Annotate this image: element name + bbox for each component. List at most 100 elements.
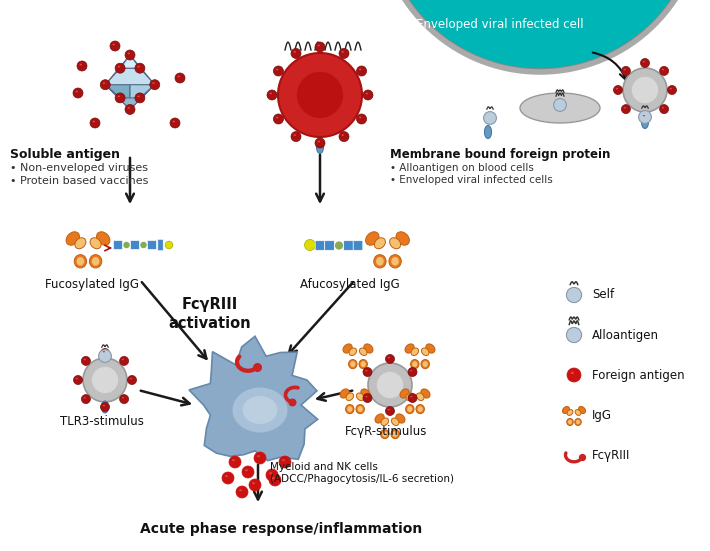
Ellipse shape (390, 237, 400, 249)
Circle shape (315, 42, 325, 52)
Ellipse shape (361, 389, 370, 398)
Ellipse shape (567, 419, 573, 425)
Ellipse shape (340, 389, 349, 398)
Circle shape (175, 73, 185, 83)
Text: • Enveloped viral infected cells: • Enveloped viral infected cells (390, 175, 553, 185)
Ellipse shape (118, 66, 120, 68)
Ellipse shape (366, 232, 379, 245)
Ellipse shape (112, 44, 115, 45)
Circle shape (222, 472, 234, 484)
Ellipse shape (293, 134, 296, 136)
Circle shape (363, 90, 373, 100)
Circle shape (125, 105, 135, 115)
Ellipse shape (417, 406, 422, 412)
Ellipse shape (128, 107, 130, 109)
Ellipse shape (77, 257, 84, 266)
Circle shape (408, 368, 417, 376)
Circle shape (119, 356, 129, 365)
Ellipse shape (416, 404, 425, 414)
Ellipse shape (293, 51, 296, 53)
Circle shape (278, 53, 362, 137)
Ellipse shape (410, 396, 413, 397)
Ellipse shape (359, 69, 361, 71)
Circle shape (73, 88, 83, 98)
Ellipse shape (400, 389, 409, 398)
Circle shape (291, 48, 301, 58)
Ellipse shape (346, 404, 354, 414)
Ellipse shape (575, 419, 581, 425)
Ellipse shape (359, 360, 368, 369)
Ellipse shape (376, 257, 383, 266)
Circle shape (339, 48, 349, 58)
Circle shape (613, 85, 623, 95)
Ellipse shape (571, 372, 574, 374)
FancyBboxPatch shape (324, 241, 334, 250)
Ellipse shape (567, 409, 573, 415)
Circle shape (386, 407, 395, 415)
Ellipse shape (579, 407, 586, 414)
Circle shape (110, 41, 120, 51)
Circle shape (92, 367, 118, 393)
Ellipse shape (89, 255, 102, 268)
Ellipse shape (130, 378, 132, 380)
Ellipse shape (276, 69, 278, 71)
Ellipse shape (520, 93, 600, 123)
Ellipse shape (381, 430, 389, 439)
Ellipse shape (643, 61, 645, 62)
Ellipse shape (269, 472, 272, 474)
Ellipse shape (103, 82, 105, 84)
Ellipse shape (373, 255, 386, 268)
Ellipse shape (346, 393, 354, 401)
Ellipse shape (102, 401, 109, 413)
Ellipse shape (388, 409, 390, 410)
Ellipse shape (359, 117, 361, 118)
Circle shape (254, 452, 266, 464)
Circle shape (266, 469, 278, 481)
Ellipse shape (375, 414, 384, 423)
Ellipse shape (413, 361, 417, 367)
Ellipse shape (225, 475, 228, 477)
Circle shape (101, 402, 109, 412)
Ellipse shape (282, 459, 285, 461)
Ellipse shape (389, 255, 401, 268)
Ellipse shape (257, 455, 260, 457)
Ellipse shape (484, 126, 491, 138)
Circle shape (315, 138, 325, 148)
Ellipse shape (359, 348, 367, 355)
Ellipse shape (662, 69, 664, 71)
Ellipse shape (84, 397, 86, 398)
Text: Afucosylated IgG: Afucosylated IgG (300, 278, 400, 291)
Text: Enveloped viral infected cell: Enveloped viral infected cell (416, 18, 584, 31)
Ellipse shape (232, 459, 235, 461)
Ellipse shape (138, 66, 140, 68)
Circle shape (236, 486, 248, 498)
Ellipse shape (421, 389, 430, 398)
Circle shape (83, 358, 127, 402)
Text: TLR3-stimulus: TLR3-stimulus (60, 415, 144, 428)
Ellipse shape (347, 406, 352, 412)
Ellipse shape (366, 93, 368, 94)
Ellipse shape (568, 420, 572, 424)
Circle shape (74, 375, 82, 385)
Text: FcγR-stimulus: FcγR-stimulus (345, 425, 427, 438)
FancyBboxPatch shape (353, 241, 363, 250)
Ellipse shape (417, 393, 424, 401)
Ellipse shape (662, 107, 664, 109)
Circle shape (269, 474, 281, 486)
Circle shape (170, 118, 180, 128)
Circle shape (273, 114, 283, 124)
Circle shape (229, 456, 241, 468)
Circle shape (249, 479, 261, 491)
Ellipse shape (381, 418, 388, 425)
Text: • Alloantigen on blood cells: • Alloantigen on blood cells (390, 163, 534, 173)
Ellipse shape (92, 121, 95, 122)
Circle shape (660, 105, 669, 114)
Ellipse shape (317, 45, 320, 46)
Ellipse shape (343, 344, 352, 353)
Circle shape (363, 368, 372, 376)
Ellipse shape (92, 257, 99, 266)
Circle shape (125, 50, 135, 60)
Ellipse shape (342, 51, 344, 53)
Circle shape (82, 356, 90, 365)
Ellipse shape (410, 370, 413, 371)
